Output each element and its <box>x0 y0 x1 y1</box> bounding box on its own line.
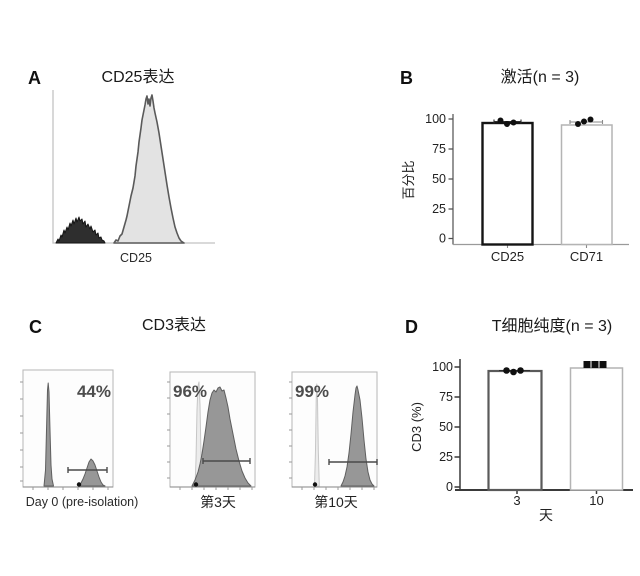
c-plot-day10: 99% 第10天 <box>289 371 378 510</box>
b-ytick-label: 25 <box>432 202 446 216</box>
d-xtick-label: 3 <box>513 493 520 508</box>
c-day0-main-spike <box>43 382 54 487</box>
c-plot-day3: 96% 第3天 <box>167 371 256 510</box>
b-datapoint <box>587 116 594 123</box>
c-day3-gate <box>202 458 251 464</box>
d-datapoint-square <box>599 361 607 368</box>
b-bar-cd25 <box>481 121 534 246</box>
b-xtick-label: CD25 <box>491 249 524 264</box>
c-day0-gate <box>67 467 108 473</box>
panel-b: B 激活(n = 3) 百分比 100 75 50 25 0 CD25 CD71 <box>400 68 629 264</box>
c-day3-label: 第3天 <box>200 494 236 510</box>
d-datapoint-circle <box>503 367 510 374</box>
panel-d-title: T细胞纯度(n = 3) <box>492 317 612 335</box>
panel-c-title: CD3表达 <box>142 316 206 334</box>
panel-d-letter: D <box>405 317 418 337</box>
c-day10-baseline-dot <box>312 482 318 487</box>
c-plot-xticks <box>301 487 375 490</box>
c-day10-label: 第10天 <box>314 494 358 510</box>
panel-b-title: 激活(n = 3) <box>501 68 580 86</box>
d-datapoint-square <box>583 361 591 368</box>
c-plot-xticks <box>179 487 253 490</box>
b-xtick-label: CD71 <box>570 249 603 264</box>
c-plot-yticks <box>20 381 23 482</box>
b-datapoint <box>581 118 587 125</box>
d-ytickmarks <box>454 366 460 488</box>
a-negative-peak <box>55 216 106 244</box>
c-day10-main-peak <box>340 385 375 487</box>
c-plot-yticks <box>289 381 292 479</box>
d-datapoint-square <box>591 361 599 368</box>
panel-a: A CD25表达 CD25 <box>28 68 215 265</box>
c-plot-xticks <box>32 487 109 490</box>
panel-a-title: CD25表达 <box>102 68 175 86</box>
b-datapoint <box>510 119 517 126</box>
d-ytick-label: 100 <box>432 360 453 374</box>
b-bar-cd71 <box>560 124 613 246</box>
d-datapoint-circle <box>517 367 524 374</box>
c-day3-percent: 96% <box>173 382 207 401</box>
c-day10-gate <box>328 459 378 465</box>
d-xaxis-label: 天 <box>539 507 553 523</box>
c-day0-percent: 44% <box>77 382 111 401</box>
b-ytick-label: 100 <box>425 112 446 126</box>
d-ytick-label: 25 <box>439 450 453 464</box>
c-plot-day0: 44% Day 0 (pre-isolation) <box>20 369 139 509</box>
c-day3-baseline-dot <box>193 482 199 487</box>
d-yaxis-label: CD3 (%) <box>409 402 424 452</box>
c-day0-label: Day 0 (pre-isolation) <box>26 495 139 509</box>
a-positive-peak <box>113 94 185 244</box>
c-day10-percent: 99% <box>295 382 329 401</box>
d-ytick-label: 75 <box>439 390 453 404</box>
b-ytickmarks <box>448 118 453 240</box>
c-plot-yticks <box>167 381 170 479</box>
b-datapoint <box>575 121 581 127</box>
b-datapoint <box>497 117 504 124</box>
panel-a-letter: A <box>28 68 41 88</box>
panel-c: C CD3表达 44% Day 0 (pre-isolation) 96% <box>20 316 378 510</box>
c-day0-baseline-dot <box>76 482 82 487</box>
panel-d: D T细胞纯度(n = 3) CD3 (%) 100 75 50 25 0 3 … <box>405 317 633 523</box>
c-day10-faint-spike <box>314 383 320 487</box>
d-datapoint-circle <box>510 368 517 376</box>
d-ytick-label: 50 <box>439 420 453 434</box>
d-bar-day3 <box>487 369 543 492</box>
d-xtick-label: 10 <box>589 493 603 508</box>
panel-b-letter: B <box>400 68 413 88</box>
a-xaxis-label: CD25 <box>120 251 152 265</box>
b-yaxis-label: 百分比 <box>401 160 416 199</box>
b-ytick-label: 50 <box>432 172 446 186</box>
d-ytick-label: 0 <box>446 480 453 494</box>
panel-c-letter: C <box>29 317 42 337</box>
c-day0-small-peak <box>78 458 106 487</box>
b-ytick-label: 75 <box>432 142 446 156</box>
d-bar-day10 <box>569 367 624 491</box>
b-ytick-label: 0 <box>439 232 446 246</box>
b-datapoint <box>504 121 510 127</box>
